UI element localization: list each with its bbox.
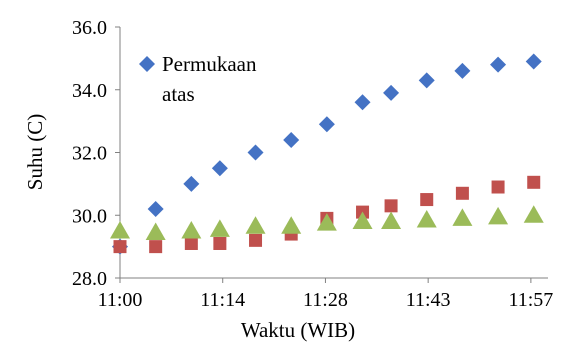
data-point-triangle (316, 213, 337, 231)
data-point-diamond (183, 175, 200, 192)
data-point-square (213, 236, 227, 250)
data-point-square (491, 180, 505, 194)
series-layer (110, 53, 544, 255)
data-point-diamond (418, 72, 435, 89)
data-point-square (384, 199, 398, 213)
y-axis-label: Suhu (C) (23, 114, 47, 190)
data-point-triangle (281, 216, 302, 234)
data-point-triangle (145, 222, 166, 241)
data-point-square (149, 240, 163, 254)
data-point-diamond (283, 131, 300, 148)
legend: Permukaan atas (139, 52, 257, 106)
y-tick-label: 32.0 (72, 143, 107, 165)
y-tick-label: 34.0 (72, 80, 107, 102)
data-point-square (455, 186, 469, 200)
data-point-triangle (209, 219, 230, 237)
data-point-square (420, 193, 434, 207)
legend-label: Permukaan (162, 52, 257, 76)
data-point-diamond (525, 53, 542, 70)
data-point-diamond (490, 56, 507, 73)
series-3 (110, 205, 544, 241)
x-tick-label: 11:28 (303, 289, 348, 311)
data-point-diamond (247, 144, 264, 161)
x-tick-labels: 11:00 11:14 11:28 11:43 11:57 (98, 278, 553, 311)
data-point-diamond (383, 84, 400, 101)
data-point-square (527, 175, 541, 189)
x-tick-label: 11:14 (200, 289, 245, 311)
y-tick-label: 28.0 (72, 268, 107, 290)
data-point-diamond (211, 160, 228, 177)
data-point-square (249, 233, 263, 247)
data-point-diamond (318, 116, 335, 133)
data-point-diamond (147, 200, 164, 217)
data-point-triangle (352, 211, 373, 230)
legend-marker-diamond (139, 56, 155, 72)
data-point-triangle (381, 211, 402, 230)
y-tick-label: 30.0 (72, 205, 107, 227)
data-point-triangle (416, 209, 437, 228)
x-tick-label: 11:43 (406, 289, 451, 311)
data-point-square (184, 236, 198, 250)
x-tick-label: 11:00 (98, 289, 143, 311)
x-axis-label: Waktu (WIB) (241, 318, 355, 342)
data-point-triangle (110, 220, 130, 239)
data-point-triangle (452, 208, 473, 226)
data-point-square (113, 240, 127, 254)
data-point-triangle (523, 205, 544, 223)
y-tick-label: 36.0 (72, 17, 107, 39)
data-point-triangle (181, 220, 202, 239)
x-tick-label: 11:57 (508, 289, 553, 311)
data-point-diamond (354, 94, 371, 111)
y-tick-labels: 28.0 30.0 32.0 34.0 36.0 (72, 17, 120, 290)
legend-label: atas (162, 82, 195, 106)
data-point-diamond (454, 62, 471, 79)
data-point-triangle (245, 216, 266, 234)
data-point-triangle (488, 206, 509, 225)
